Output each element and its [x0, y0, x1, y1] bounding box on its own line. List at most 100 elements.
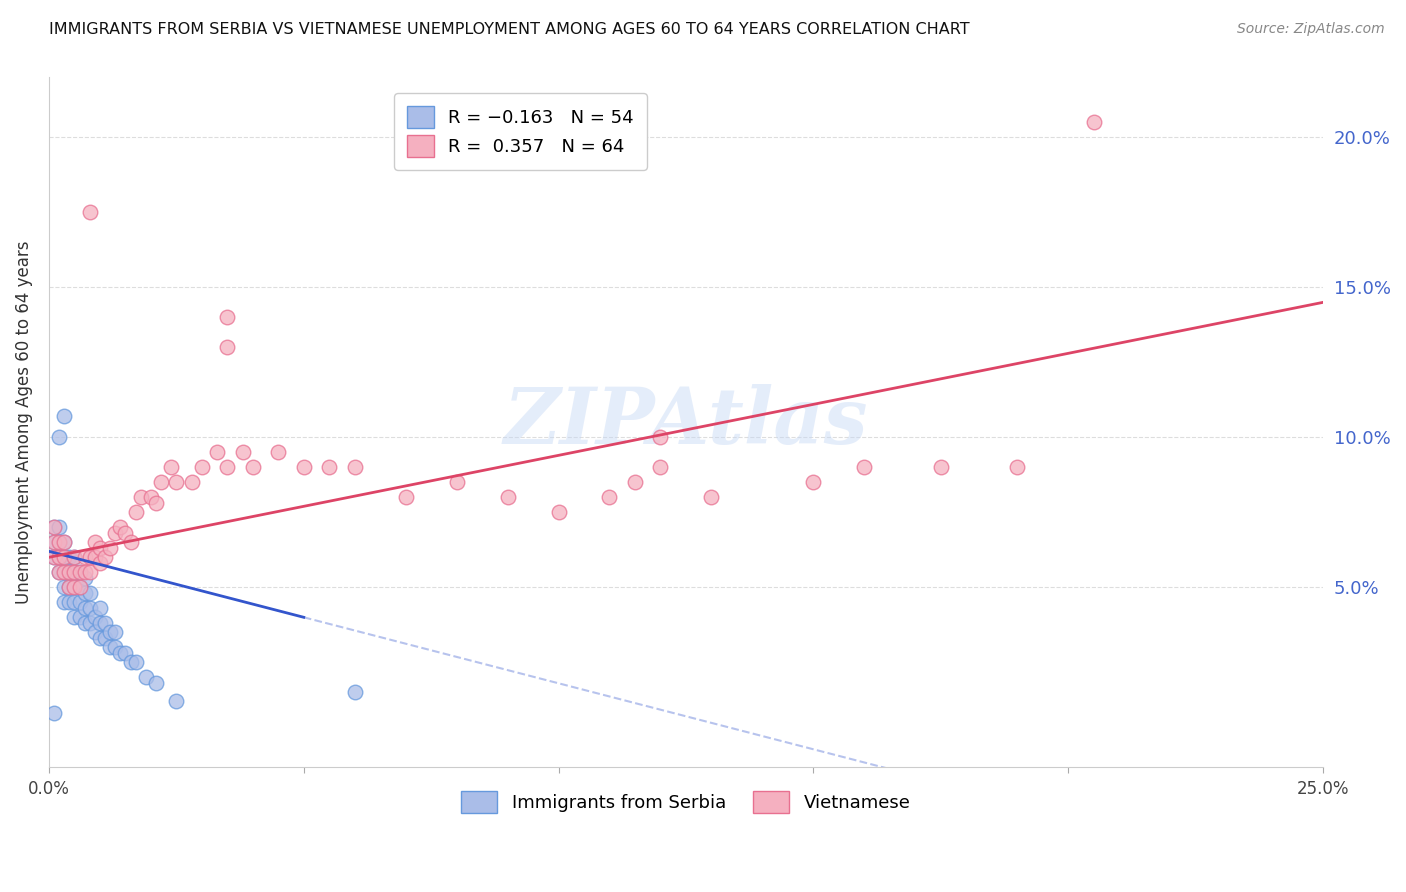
- Point: [79, 566, 101, 580]
- Point: [48, 520, 70, 534]
- Point: [79, 601, 101, 615]
- Point: [48, 566, 70, 580]
- Point: [114, 526, 136, 541]
- Point: [94, 632, 117, 646]
- Point: [53, 409, 76, 424]
- Point: [79, 205, 101, 219]
- Point: [929, 460, 952, 475]
- Text: IMMIGRANTS FROM SERBIA VS VIETNAMESE UNEMPLOYMENT AMONG AGES 60 TO 64 YEARS CORR: IMMIGRANTS FROM SERBIA VS VIETNAMESE UNE…: [49, 22, 970, 37]
- Point: [42, 535, 65, 549]
- Point: [801, 475, 824, 490]
- Point: [700, 491, 723, 505]
- Point: [63, 550, 86, 565]
- Point: [58, 580, 80, 594]
- Point: [73, 550, 96, 565]
- Point: [83, 535, 105, 549]
- Point: [89, 557, 111, 571]
- Point: [58, 566, 80, 580]
- Point: [79, 586, 101, 600]
- Point: [69, 595, 91, 609]
- Point: [104, 625, 127, 640]
- Point: [53, 535, 76, 549]
- Point: [120, 535, 142, 549]
- Point: [98, 541, 121, 556]
- Point: [89, 632, 111, 646]
- Point: [48, 535, 70, 549]
- Point: [145, 496, 167, 510]
- Point: [135, 670, 157, 684]
- Point: [48, 535, 70, 549]
- Point: [69, 566, 91, 580]
- Point: [98, 640, 121, 655]
- Text: Source: ZipAtlas.com: Source: ZipAtlas.com: [1237, 22, 1385, 37]
- Point: [650, 460, 672, 475]
- Point: [89, 541, 111, 556]
- Point: [63, 580, 86, 594]
- Point: [165, 694, 187, 708]
- Point: [73, 566, 96, 580]
- Point: [42, 535, 65, 549]
- Point: [124, 655, 146, 669]
- Point: [205, 445, 228, 459]
- Point: [83, 625, 105, 640]
- Point: [89, 601, 111, 615]
- Point: [58, 595, 80, 609]
- Point: [110, 646, 132, 660]
- Point: [129, 491, 152, 505]
- Point: [63, 566, 86, 580]
- Point: [180, 475, 202, 490]
- Point: [73, 571, 96, 585]
- Point: [94, 616, 117, 631]
- Point: [53, 550, 76, 565]
- Point: [94, 550, 117, 565]
- Point: [42, 520, 65, 534]
- Point: [79, 616, 101, 631]
- Point: [58, 550, 80, 565]
- Point: [83, 550, 105, 565]
- Point: [292, 460, 315, 475]
- Point: [150, 475, 173, 490]
- Point: [69, 566, 91, 580]
- Point: [242, 460, 264, 475]
- Point: [73, 586, 96, 600]
- Point: [73, 616, 96, 631]
- Point: [114, 646, 136, 660]
- Point: [63, 580, 86, 594]
- Point: [53, 535, 76, 549]
- Y-axis label: Unemployment Among Ages 60 to 64 years: Unemployment Among Ages 60 to 64 years: [15, 241, 32, 604]
- Point: [139, 491, 162, 505]
- Point: [53, 595, 76, 609]
- Point: [104, 526, 127, 541]
- Point: [343, 460, 366, 475]
- Point: [69, 580, 91, 594]
- Point: [160, 460, 183, 475]
- Point: [48, 550, 70, 565]
- Point: [1005, 460, 1028, 475]
- Point: [1083, 115, 1105, 129]
- Point: [63, 610, 86, 624]
- Point: [42, 550, 65, 565]
- Point: [232, 445, 254, 459]
- Point: [79, 550, 101, 565]
- Point: [104, 640, 127, 655]
- Point: [53, 550, 76, 565]
- Point: [624, 475, 647, 490]
- Point: [217, 340, 239, 354]
- Point: [58, 566, 80, 580]
- Point: [446, 475, 468, 490]
- Point: [73, 601, 96, 615]
- Point: [110, 520, 132, 534]
- Point: [98, 625, 121, 640]
- Point: [853, 460, 876, 475]
- Point: [53, 566, 76, 580]
- Point: [69, 580, 91, 594]
- Point: [120, 655, 142, 669]
- Point: [48, 566, 70, 580]
- Point: [318, 460, 340, 475]
- Point: [48, 550, 70, 565]
- Point: [53, 580, 76, 594]
- Point: [547, 505, 569, 519]
- Point: [496, 491, 519, 505]
- Point: [217, 310, 239, 325]
- Point: [267, 445, 290, 459]
